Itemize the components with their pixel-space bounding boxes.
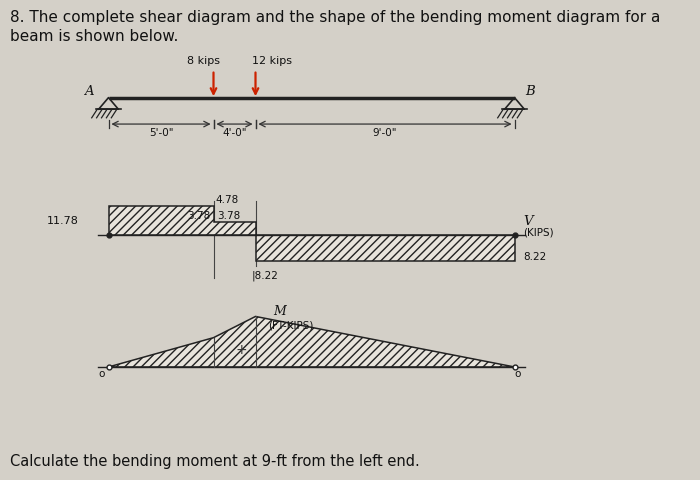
Text: +: + [236, 343, 247, 357]
Text: 5'-0": 5'-0" [148, 127, 174, 137]
Text: 8 kips: 8 kips [187, 56, 220, 66]
Text: o: o [98, 368, 105, 378]
Text: A: A [84, 84, 94, 97]
Text: Calculate the bending moment at 9-ft from the left end.: Calculate the bending moment at 9-ft fro… [10, 453, 420, 468]
Text: 4'-0": 4'-0" [222, 127, 246, 137]
Text: o: o [514, 368, 522, 378]
Text: 8. The complete shear diagram and the shape of the bending moment diagram for a: 8. The complete shear diagram and the sh… [10, 10, 661, 24]
Text: M: M [273, 304, 286, 317]
Polygon shape [108, 206, 256, 235]
Text: 9'-0": 9'-0" [373, 127, 398, 137]
Polygon shape [256, 235, 514, 262]
Text: 12 kips: 12 kips [252, 56, 292, 66]
Text: 8.22: 8.22 [523, 252, 546, 262]
Text: 3.78: 3.78 [187, 211, 210, 221]
Text: 3.78: 3.78 [217, 211, 240, 221]
Text: (FT-KIPS): (FT-KIPS) [268, 319, 314, 329]
Text: (KIPS): (KIPS) [523, 227, 554, 237]
Text: B: B [525, 84, 535, 97]
Text: |8.22: |8.22 [252, 270, 279, 281]
Polygon shape [108, 317, 514, 367]
Text: 11.78: 11.78 [47, 216, 79, 226]
Text: beam is shown below.: beam is shown below. [10, 29, 179, 44]
Text: 4.78: 4.78 [216, 195, 239, 205]
Text: V: V [523, 215, 533, 228]
